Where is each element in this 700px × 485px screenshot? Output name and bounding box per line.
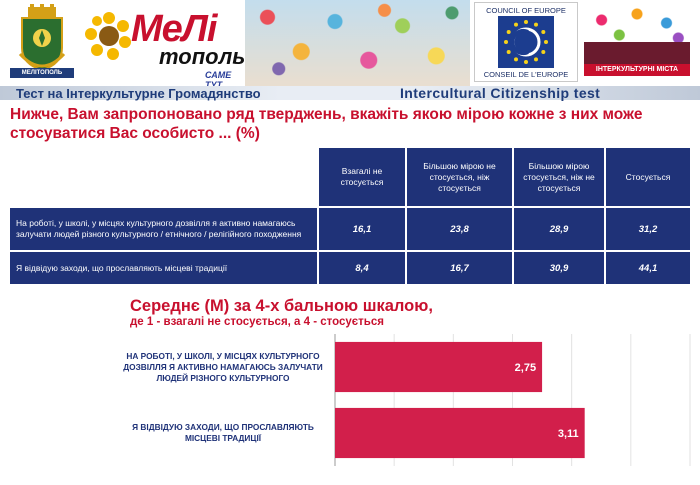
column-header: Взагалі не стосується [319,148,405,206]
eu-star [534,57,538,62]
eu-star [506,50,511,54]
table-cell: 31,2 [606,208,690,250]
eu-star [514,57,518,62]
eu-star [534,22,538,27]
category-label: НА РОБОТІ, У ШКОЛІ, У МІСЦЯХ КУЛЬТУРНОГО… [118,351,328,384]
table-cell: 23,8 [407,208,512,250]
bar [335,341,543,393]
eu-star [506,30,511,34]
eu-star [544,40,548,44]
brand-title: МеЛі [131,8,217,50]
eu-star [524,60,528,64]
data-label: 3,11 [558,428,579,440]
sunflower-icon [85,12,131,60]
bar [335,407,585,459]
data-label: 2,75 [515,362,536,374]
category-label-line: МІСЦЕВІ ТРАДИЦІЇ [184,433,262,443]
mean-subtitle: де 1 - взагалі не стосується, а 4 - стос… [130,316,384,328]
category-label-line: Я ВІДВІДУЮ ЗАХОДИ, ЩО ПРОСЛАВЛЯЮТЬ [132,422,314,432]
eu-star [541,50,546,54]
eu-star [504,40,508,44]
header-banner: МЕЛІТОПОЛЬ МеЛі тополь САМЕ ТУТ... COUNC… [0,0,700,90]
column-header: Більшою мірою стосується, ніж не стосуєт… [514,148,604,206]
intercultural-cities-logo: ІНТЕРКУЛЬТУРНІ МІСТА [578,2,696,80]
table-cell: 8,4 [319,252,405,284]
table-cell: 28,9 [514,208,604,250]
subtitle-bar [0,86,700,100]
question-text: Нижче, Вам запропоновано ряд тверджень, … [10,106,643,142]
eu-star [514,22,518,27]
coe-top-text: COUNCIL OF EUROPE [486,6,566,15]
table-cell: 16,1 [319,208,405,250]
table-cell: 44,1 [606,252,690,284]
brand-title-2: тополь [159,44,246,69]
table-cell: 16,7 [407,252,512,284]
category-label: Я ВІДВІДУЮ ЗАХОДИ, ЩО ПРОСЛАВЛЯЮТЬ МІСЦЕВ… [118,422,328,444]
city-skyline-icon [584,42,690,64]
chart-plot: 2,75 3,11 [334,334,691,466]
column-header: Стосується [606,148,690,206]
city-crest-icon [18,4,66,72]
coe-bottom-text: CONSEIL DE L'EUROPE [483,70,569,79]
subtitle-ua: Тест на Інтеркультурне Громадянство [16,86,261,101]
flower-umbrellas-photo [245,0,470,86]
council-of-europe-logo: COUNCIL OF EUROPE CONSEIL DE L'EUROPE [474,2,578,82]
mean-title: Середнє (М) за 4-х бальною шкалою, [130,297,433,315]
category-label-line: ДОЗВІЛЛЯ Я АКТИВНО НАМАГАЮСЬ ЗАЛУЧАТИ [123,361,323,372]
brand-tagline: САМЕ ТУТ... [205,70,232,90]
row-label: Я відвідую заходи, що прославляють місце… [10,252,317,284]
category-label-line: НА РОБОТІ, У ШКОЛІ, У МІСЦЯХ КУЛЬТУРНОГО [126,350,320,361]
eu-star [524,20,528,24]
city-logo-ribbon: МЕЛІТОПОЛЬ [10,68,74,78]
subtitle-en: Intercultural Citizenship test [400,85,601,101]
table-cell: 30,9 [514,252,604,284]
eu-stars-icon [498,16,554,68]
column-header: Більшою мірою не стосується, ніж стосуєт… [407,148,512,206]
row-label: На роботі, у школі, у місцях культурного… [10,208,317,250]
melitopol-brand-logo: МеЛі тополь САМЕ ТУТ... [85,6,246,90]
eu-star [541,30,546,34]
category-label-line: ЛЮДЕЙ РІЗНОГО КУЛЬТУРНОГО [156,372,290,383]
intercultural-cities-label: ІНТЕРКУЛЬТУРНІ МІСТА [584,64,690,76]
